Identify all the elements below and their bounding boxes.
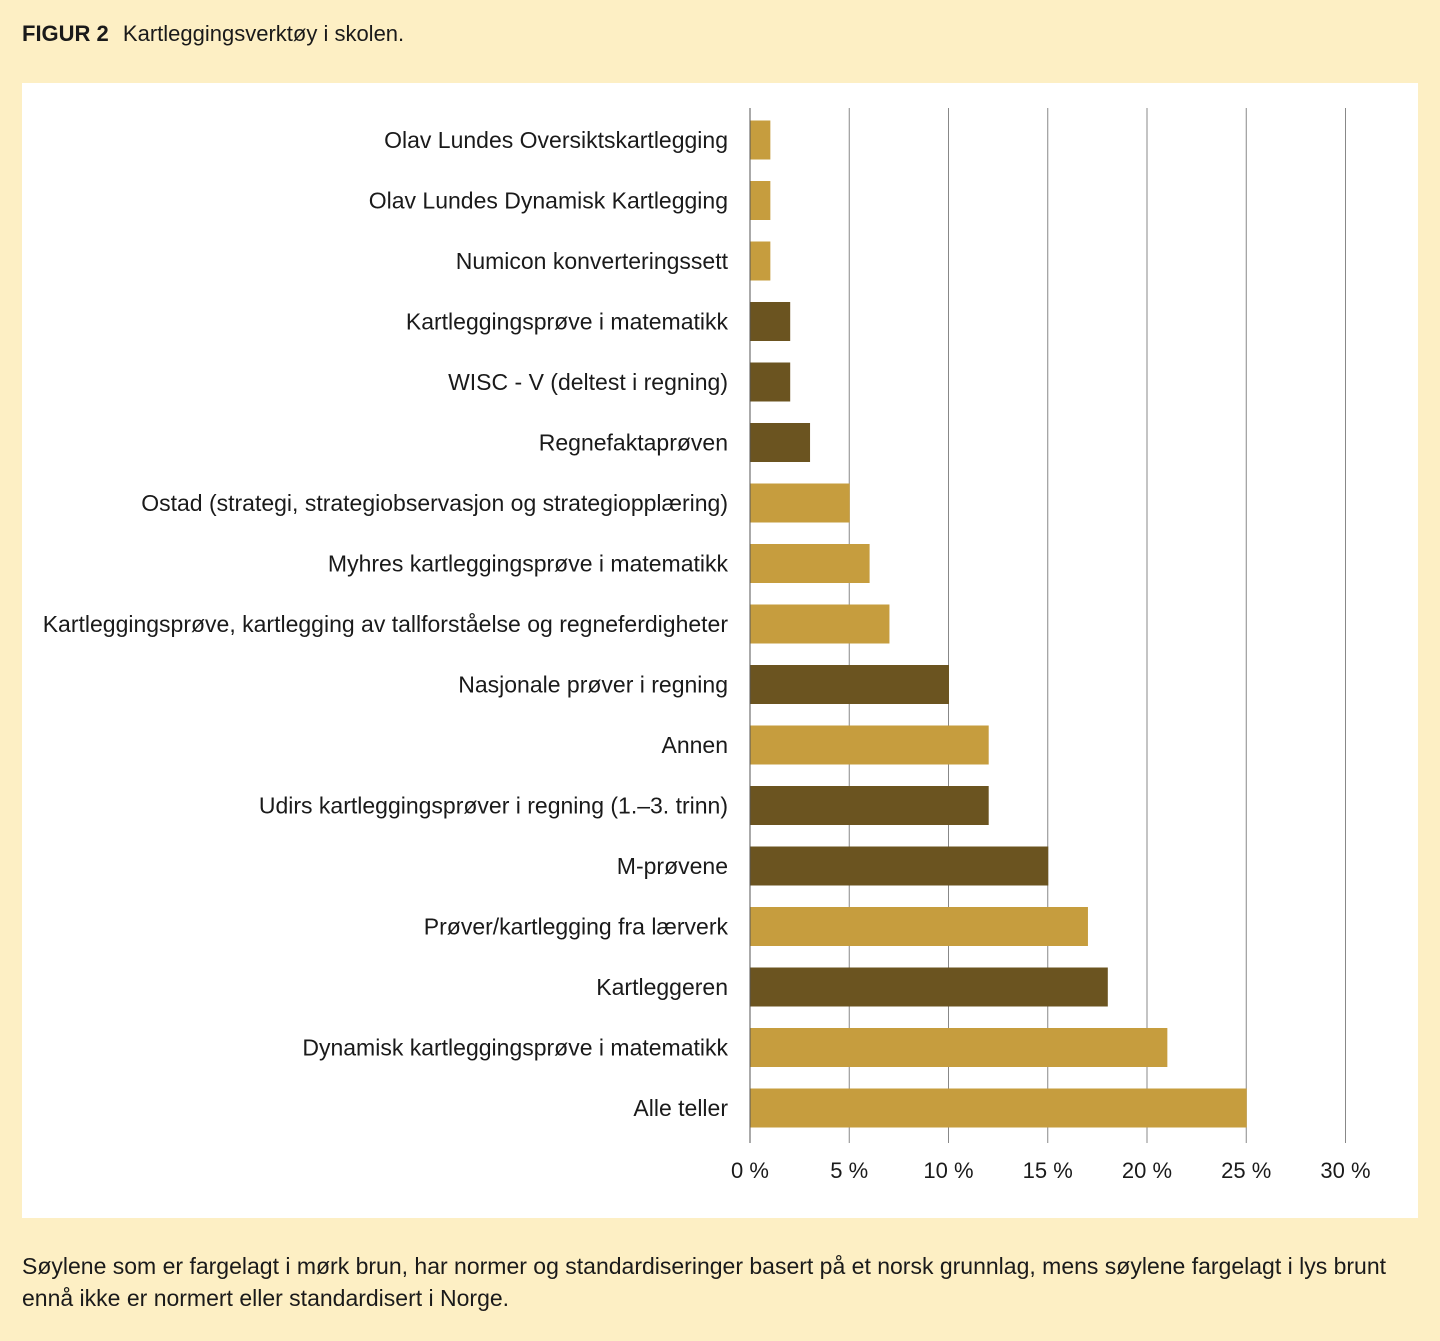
- category-label: Numicon konverteringssett: [456, 248, 729, 274]
- bar: [750, 604, 890, 644]
- gridlines: [749, 108, 1346, 1143]
- bar-chart: Olav Lundes Oversiktskartlegging Olav Lun…: [43, 108, 1371, 1183]
- x-tick-label: 15 %: [1023, 1158, 1073, 1183]
- category-label: Nasjonale prøver i regning: [458, 672, 728, 698]
- category-label: Udirs kartleggingsprøver i regning (1.–3…: [259, 793, 728, 819]
- category-label: Olav Lundes Dynamisk Kartlegging: [369, 188, 728, 214]
- bar: [750, 846, 1049, 886]
- category-label: Kartleggingsprøve, kartlegging av tallfo…: [43, 611, 729, 637]
- category-label: Myhres kartleggingsprøve i matematikk: [328, 551, 729, 577]
- bar: [750, 302, 791, 341]
- category-label: Ostad (strategi, strategiobservasjon og …: [141, 490, 728, 516]
- bar: [750, 1028, 1168, 1067]
- x-tick-label: 30 %: [1320, 1158, 1370, 1183]
- figure-header: FIGUR 2 Kartleggingsverktøy i skolen.: [22, 20, 404, 48]
- bar: [750, 423, 811, 462]
- x-tick-label: 25 %: [1221, 1158, 1271, 1183]
- bar: [750, 362, 791, 402]
- category-label: Annen: [661, 732, 728, 758]
- category-label: Kartleggingsprøve i matematikk: [406, 309, 729, 335]
- x-tick-label: 20 %: [1122, 1158, 1172, 1183]
- x-tick-label: 5 %: [830, 1158, 868, 1183]
- figure-label: FIGUR 2: [22, 21, 109, 46]
- category-label: Kartleggeren: [596, 974, 728, 1000]
- figure-caption: Søylene som er fargelagt i mørk brun, ha…: [22, 1253, 1387, 1311]
- bar: [750, 483, 850, 523]
- bar: [750, 544, 870, 583]
- bar: [750, 1088, 1247, 1128]
- x-tick-label: 10 %: [923, 1158, 973, 1183]
- x-tick-labels: 0 % 5 % 10 % 15 % 20 % 25 % 30 %: [731, 1158, 1371, 1183]
- bar: [750, 120, 771, 160]
- bar: [750, 665, 949, 704]
- category-label: Prøver/kartlegging fra lærverk: [424, 914, 729, 940]
- category-label: Dynamisk kartleggingsprøve i matematikk: [302, 1035, 728, 1061]
- figure-title: Kartleggingsverktøy i skolen.: [122, 21, 405, 46]
- category-label: WISC - V (deltest i regning): [448, 369, 728, 395]
- bar: [750, 907, 1088, 946]
- bar: [750, 181, 771, 220]
- chart-panel: Olav Lundes Oversiktskartlegging Olav Lun…: [22, 83, 1418, 1218]
- category-labels: Olav Lundes Oversiktskartlegging Olav Lun…: [43, 127, 729, 1121]
- category-label: Alle teller: [633, 1095, 728, 1121]
- category-label: M-prøvene: [617, 853, 728, 879]
- bar: [750, 967, 1108, 1007]
- bar: [750, 786, 989, 825]
- bar: [750, 241, 771, 281]
- category-label: Regnefaktaprøven: [539, 430, 728, 456]
- bars: [750, 120, 1247, 1128]
- x-tick-label: 0 %: [731, 1158, 769, 1183]
- category-label: Olav Lundes Oversiktskartlegging: [384, 127, 728, 153]
- bar: [750, 725, 989, 765]
